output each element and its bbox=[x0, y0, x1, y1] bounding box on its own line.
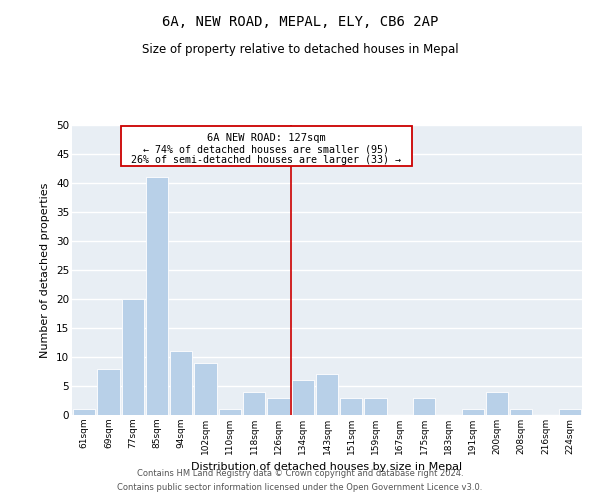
Bar bbox=[146, 177, 168, 415]
Bar bbox=[73, 409, 95, 415]
Bar bbox=[510, 409, 532, 415]
Bar bbox=[413, 398, 436, 415]
Bar bbox=[97, 368, 119, 415]
Bar bbox=[340, 398, 362, 415]
Bar bbox=[559, 409, 581, 415]
Text: 26% of semi-detached houses are larger (33) →: 26% of semi-detached houses are larger (… bbox=[131, 155, 401, 165]
Bar bbox=[218, 409, 241, 415]
Text: ← 74% of detached houses are smaller (95): ← 74% of detached houses are smaller (95… bbox=[143, 144, 389, 154]
Bar bbox=[170, 351, 193, 415]
Bar bbox=[267, 398, 290, 415]
Text: Contains public sector information licensed under the Open Government Licence v3: Contains public sector information licen… bbox=[118, 484, 482, 492]
Bar bbox=[122, 299, 144, 415]
FancyBboxPatch shape bbox=[121, 126, 412, 166]
Text: Contains HM Land Registry data © Crown copyright and database right 2024.: Contains HM Land Registry data © Crown c… bbox=[137, 468, 463, 477]
Bar bbox=[194, 363, 217, 415]
Text: 6A NEW ROAD: 127sqm: 6A NEW ROAD: 127sqm bbox=[207, 132, 326, 142]
Bar bbox=[316, 374, 338, 415]
Text: Size of property relative to detached houses in Mepal: Size of property relative to detached ho… bbox=[142, 42, 458, 56]
X-axis label: Distribution of detached houses by size in Mepal: Distribution of detached houses by size … bbox=[191, 462, 463, 472]
Y-axis label: Number of detached properties: Number of detached properties bbox=[40, 182, 50, 358]
Bar bbox=[486, 392, 508, 415]
Bar bbox=[364, 398, 387, 415]
Bar bbox=[461, 409, 484, 415]
Bar bbox=[243, 392, 265, 415]
Bar bbox=[292, 380, 314, 415]
Text: 6A, NEW ROAD, MEPAL, ELY, CB6 2AP: 6A, NEW ROAD, MEPAL, ELY, CB6 2AP bbox=[162, 15, 438, 29]
